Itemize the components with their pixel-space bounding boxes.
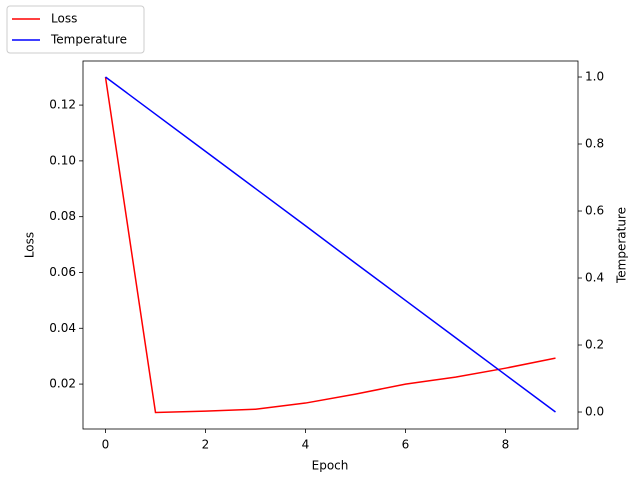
x-tick-label: 6	[402, 438, 410, 452]
x-tick-label: 0	[102, 438, 110, 452]
y-tick-label: 0.12	[49, 98, 76, 112]
y2-tick-label: 0.0	[585, 405, 604, 419]
plot-frame	[82, 60, 579, 430]
y2-tick-label: 0.8	[585, 137, 604, 151]
x-tick-label: 8	[502, 438, 510, 452]
x-axis-label: Epoch	[312, 459, 349, 473]
x-tick-label: 4	[302, 438, 310, 452]
legend-label: Loss	[51, 12, 77, 26]
line	[105, 76, 556, 413]
y2-tick-label: 0.6	[585, 204, 604, 218]
legend-label: Temperature	[50, 33, 127, 47]
y2-tick-label: 1.0	[585, 70, 604, 84]
y2-tick-label: 0.4	[585, 271, 604, 285]
y-axis-label: Loss	[23, 232, 37, 258]
y-tick-label: 0.10	[49, 153, 76, 167]
line	[104, 77, 556, 414]
y2-tick-label: 0.2	[585, 338, 604, 352]
y-tick-label: 0.04	[49, 321, 76, 335]
y-tick-label: 0.08	[49, 209, 76, 223]
x-tick-label: 2	[202, 438, 210, 452]
y-tick-label: 0.06	[49, 265, 76, 279]
y-tick-label: 0.02	[49, 377, 76, 391]
legend-box	[6, 5, 145, 54]
y2-axis-label: Temperature	[615, 207, 629, 284]
